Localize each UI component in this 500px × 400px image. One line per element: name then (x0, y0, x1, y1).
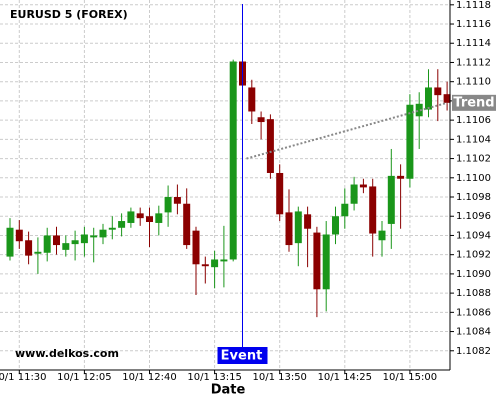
y-tick-label: 1.1092 (456, 250, 491, 261)
candle-body (378, 230, 386, 241)
candle-body (127, 211, 135, 223)
candle-body (71, 240, 79, 245)
candle-body (294, 211, 302, 244)
x-tick-label: 10/1 14:25 (318, 372, 372, 383)
trend-line (246, 101, 448, 160)
y-tick-label: 1.1096 (456, 211, 491, 222)
candle-body (415, 103, 423, 117)
candle-body (369, 186, 377, 234)
candle-body (425, 87, 432, 110)
candle-body (43, 235, 51, 253)
y-tick-label: 1.1118 (456, 0, 491, 11)
candle-body (285, 212, 293, 246)
chart-title: EURUSD 5 (FOREX) (10, 8, 128, 21)
x-axis-label: Date (211, 383, 246, 398)
candle-body (266, 119, 274, 173)
candle-body (397, 175, 405, 179)
candle-body (155, 213, 163, 223)
candle-body (136, 213, 144, 219)
candle-body (443, 94, 451, 103)
y-tick-label: 1.1090 (456, 269, 491, 280)
y-tick-label: 1.1082 (456, 346, 491, 357)
candle-body (164, 197, 172, 213)
candle-body (332, 216, 339, 235)
candle-body (350, 184, 358, 204)
trend-label: Trend (453, 95, 494, 110)
candle-body (62, 243, 70, 250)
candle-body (118, 221, 126, 228)
candle-body (229, 61, 237, 260)
candle-body (257, 117, 265, 123)
event-label: Event (221, 349, 263, 364)
candle-body (80, 234, 88, 244)
candle-body (15, 229, 23, 242)
candle-body (248, 87, 256, 112)
y-tick-label: 1.1112 (456, 57, 491, 68)
candle-body (34, 251, 42, 254)
x-tick-label: 10/1 15:00 (383, 372, 437, 383)
trend-label-box (452, 94, 496, 111)
candle-body (211, 259, 219, 268)
y-tick-label: 1.1084 (456, 327, 491, 338)
y-tick-label: 1.1114 (456, 38, 491, 49)
y-tick-label: 1.1104 (456, 134, 491, 145)
candle-body (53, 235, 60, 246)
candle-body (183, 203, 191, 246)
plot-area (0, 0, 450, 370)
x-tick-label: 10/1 12:05 (57, 372, 111, 383)
y-tick-label: 1.1102 (456, 154, 491, 165)
candle-body (25, 240, 33, 256)
y-tick-label: 1.1106 (456, 115, 491, 126)
candle-body (192, 230, 200, 265)
candle-body (173, 197, 181, 204)
candle-body (90, 235, 98, 238)
candle-body (6, 227, 14, 257)
y-tick-label: 1.1116 (456, 19, 491, 30)
candle-body (313, 232, 321, 290)
candle-body (322, 234, 330, 290)
x-tick-label: 10/1 11:30 (0, 372, 47, 383)
marks (6, 59, 451, 318)
x-tick-label: 10/1 12:40 (122, 372, 176, 383)
candle-body (387, 175, 395, 224)
candle-body (201, 264, 209, 267)
y-tick-label: 1.1100 (456, 173, 491, 184)
candle-body (359, 184, 367, 188)
candle-body (108, 227, 116, 230)
candle-body (146, 216, 153, 222)
candle-body (220, 259, 228, 262)
candle-body (276, 172, 284, 215)
x-tick-label: 10/1 13:50 (252, 372, 306, 383)
candle-body (341, 203, 349, 217)
y-tick-label: 1.1094 (456, 230, 491, 241)
y-tick-label: 1.1088 (456, 288, 491, 299)
y-tick-label: 1.1110 (456, 77, 491, 88)
candle-body (406, 104, 414, 179)
y-tick-label: 1.1098 (456, 192, 491, 203)
candle-body (434, 87, 442, 96)
y-tick-label: 1.1086 (456, 307, 491, 318)
event-label-box (217, 347, 268, 364)
candle-body (304, 214, 312, 229)
x-tick-label: 10/1 13:15 (187, 372, 241, 383)
candle-body (99, 229, 107, 238)
watermark: www.delkos.com (15, 347, 119, 360)
